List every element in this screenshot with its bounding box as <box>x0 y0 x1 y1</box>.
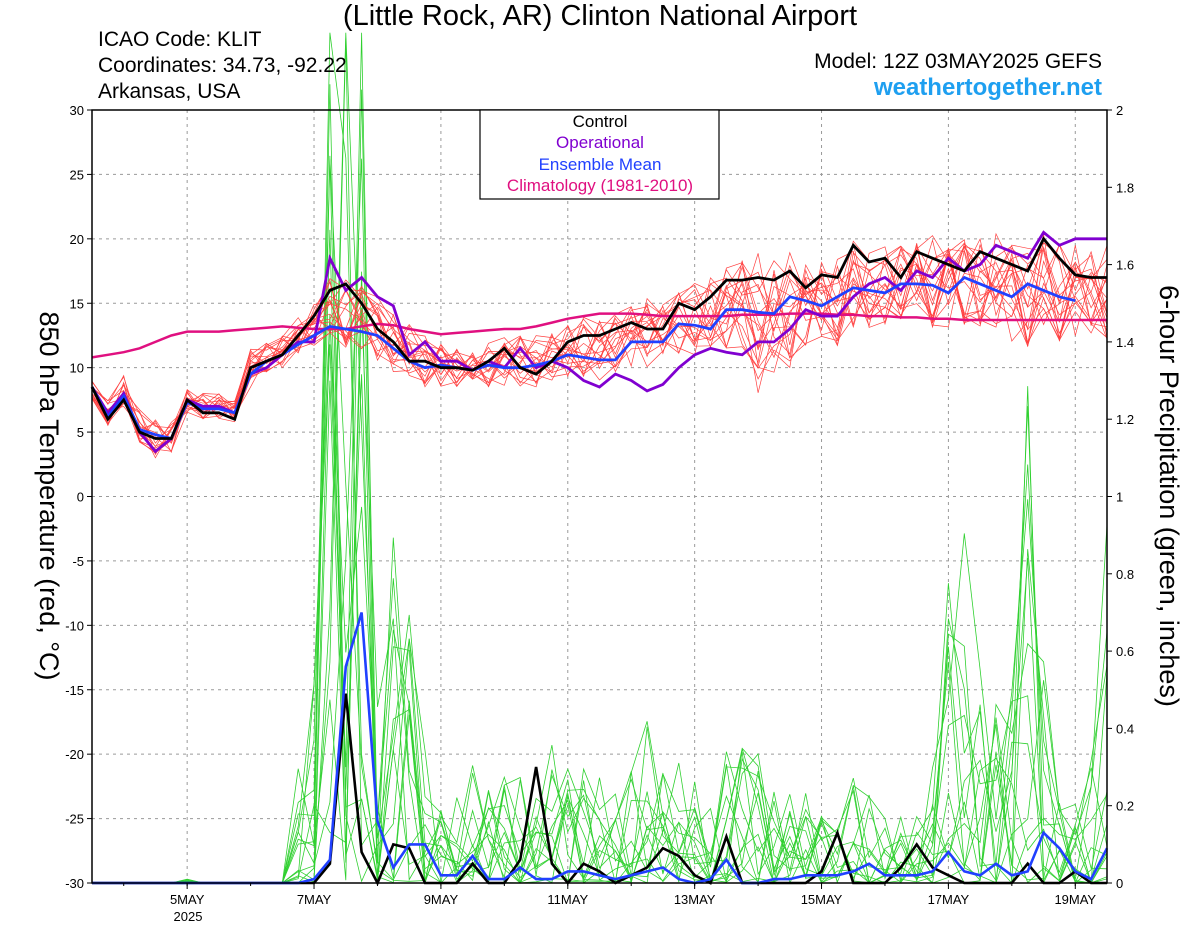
x-tick-label: 5MAY <box>170 892 205 907</box>
precip-member-line <box>92 344 1108 885</box>
y2-tick-label: 0.2 <box>1116 799 1134 814</box>
climatology-line <box>91 312 1107 359</box>
x-tick-label: 9MAY <box>424 892 459 907</box>
x-tick-label: 7MAY <box>297 892 332 907</box>
left-axis-title: 850 hPa Temperature (red, °C) <box>34 312 64 681</box>
right-axis-title: 6-hour Precipitation (green, inches) <box>1154 285 1184 707</box>
temp-ensemble-mean-line <box>90 275 1076 441</box>
site-link[interactable]: weathertogether.net <box>873 74 1102 101</box>
x-tick-label: 11MAY <box>547 892 588 907</box>
left-axis-ticks: 30 25 20 15 10 5 0 -5 -10 -15 -20 -25 -30 <box>65 103 92 891</box>
x-tick-label: 15MAY <box>801 892 843 907</box>
legend-operational: Operational <box>556 133 644 152</box>
legend-box <box>479 109 720 200</box>
precip-member-line <box>92 229 1108 884</box>
y2-tick-label: 1.4 <box>1116 335 1134 350</box>
y2-tick-label: 2 <box>1116 103 1123 118</box>
chart-title: (Little Rock, AR) Clinton National Airpo… <box>342 0 858 32</box>
temp-member-line <box>91 247 1108 444</box>
legend-climatology: Climatology (1981-2010) <box>507 176 693 195</box>
series-lines <box>90 230 1109 887</box>
precip-member-line <box>92 89 1108 885</box>
y2-tick-label: 1.8 <box>1116 180 1134 195</box>
y2-tick-label: 1.2 <box>1116 412 1134 427</box>
y-tick-label: -10 <box>65 618 84 633</box>
model-run: Model: 12Z 03MAY2025 GEFS <box>814 50 1102 73</box>
y-tick-label: -5 <box>72 554 84 569</box>
y-tick-label: 15 <box>70 296 84 311</box>
temp-member-line <box>91 244 1108 453</box>
y2-tick-label: 1 <box>1116 490 1123 505</box>
icao-code: ICAO Code: KLIT <box>98 28 262 51</box>
coordinates: Coordinates: 34.73, -92.22 <box>98 54 347 77</box>
y2-tick-label: 1.6 <box>1116 258 1134 273</box>
y-tick-label: 10 <box>70 361 84 376</box>
temp-member-line <box>91 245 1108 440</box>
y2-tick-label: 0.8 <box>1116 567 1134 582</box>
y-tick-label: 0 <box>77 490 84 505</box>
y-tick-label: 20 <box>70 232 84 247</box>
y-tick-label: -30 <box>65 876 84 891</box>
x-tick-label: 17MAY <box>928 892 970 907</box>
y2-tick-label: 0.6 <box>1116 644 1134 659</box>
temp-member-line <box>91 240 1108 439</box>
y2-tick-label: 0.4 <box>1116 721 1134 736</box>
x-tick-label: 13MAY <box>674 892 716 907</box>
legend: Control Operational Ensemble Mean Climat… <box>479 109 720 200</box>
y-tick-label: -15 <box>65 683 84 698</box>
grid <box>92 109 1107 884</box>
precip-control-line <box>92 693 1107 887</box>
year-label: 2025 <box>174 909 203 924</box>
y-tick-label: -25 <box>65 812 84 827</box>
precip-member-line <box>92 84 1108 884</box>
temp-operational-line <box>90 230 1107 454</box>
y-tick-label: 25 <box>70 167 84 182</box>
x-axis-ticks: 5MAY 7MAY 9MAY 11MAY 13MAY 15MAY 17MAY 19MAY <box>123 883 1096 907</box>
temp-member-line <box>91 244 1108 452</box>
y2-tick-label: 0 <box>1116 876 1123 891</box>
y-tick-label: -20 <box>65 747 84 762</box>
legend-ensemble-mean: Ensemble Mean <box>539 155 662 174</box>
precip-member-line <box>92 316 1108 884</box>
y-tick-label: 5 <box>77 425 84 440</box>
right-axis-ticks: 2 1.8 1.6 1.4 1.2 1 0.8 0.6 0.4 0.2 0 <box>1107 103 1134 891</box>
region: Arkansas, USA <box>98 80 241 103</box>
x-tick-label: 19MAY <box>1054 892 1096 907</box>
y-tick-label: 30 <box>70 103 84 118</box>
legend-control: Control <box>573 112 628 131</box>
temp-member-line <box>91 239 1108 454</box>
temp-control-line <box>90 236 1107 440</box>
temp-member-line <box>91 243 1108 459</box>
